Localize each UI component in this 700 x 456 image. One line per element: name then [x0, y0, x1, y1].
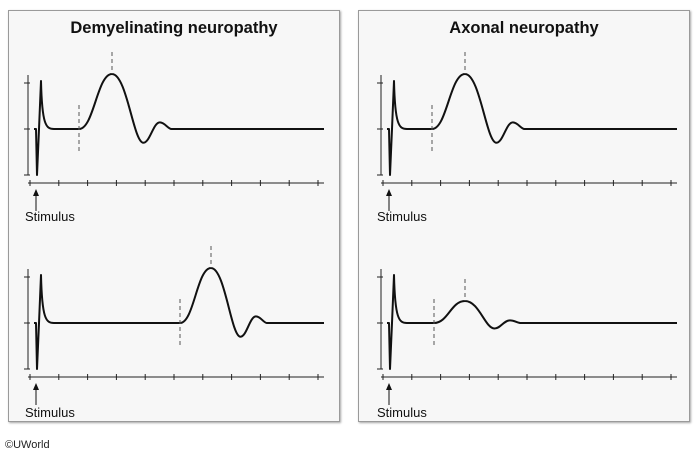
- stimulus-label-demyelinating-bottom: Stimulus: [25, 405, 75, 420]
- axonal-title: Axonal neuropathy: [449, 19, 599, 37]
- stimulus-arrowhead-demyelinating-top: [33, 189, 39, 196]
- stimulus-label-axonal-top: Stimulus: [377, 209, 427, 224]
- stimulus-arrowhead-demyelinating-bottom: [33, 383, 39, 390]
- stimulus-arrowhead-axonal-bottom: [386, 383, 392, 390]
- cmap-trace-demyelinating-top: [34, 73, 324, 176]
- stimulus-label-demyelinating-top: Stimulus: [25, 209, 75, 224]
- stimulus-label-axonal-bottom: Stimulus: [377, 405, 427, 420]
- axonal-panel: Axonal neuropathy Stimulus Stimulus: [358, 10, 690, 422]
- cmap-trace-axonal-top: [387, 73, 677, 176]
- demyelinating-title: Demyelinating neuropathy: [70, 19, 278, 37]
- copyright-text: ©UWorld: [5, 439, 50, 451]
- demyelinating-panel: Demyelinating neuropathy Stimulus Stimul…: [8, 10, 340, 422]
- cmap-trace-demyelinating-bottom: [34, 267, 324, 370]
- stimulus-arrowhead-axonal-top: [386, 189, 392, 196]
- cmap-trace-axonal-bottom: [387, 274, 677, 370]
